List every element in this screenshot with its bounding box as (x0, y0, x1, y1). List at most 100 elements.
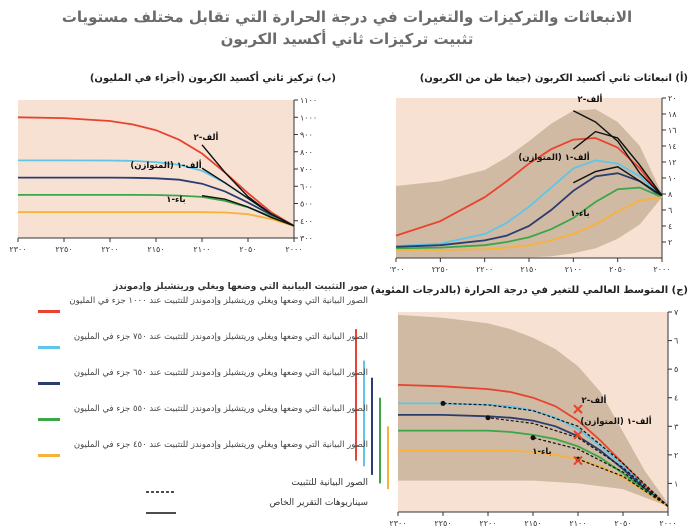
sres-line (572, 130, 663, 197)
legend-swatch-orange (38, 454, 60, 457)
x-tick-label: ٢١٠٠ (193, 245, 210, 254)
sres-cross-marker (573, 430, 583, 440)
series-line-lightblue (398, 402, 669, 507)
x-tick-label: ٢١٥٠ (520, 265, 537, 274)
series-line-green (395, 186, 663, 250)
x-tick-label: ٢٠٠٠ (653, 265, 670, 274)
cross-label: ألف-١ (المتوازن) (580, 415, 651, 427)
y-tick-label: ١٢ (668, 158, 677, 167)
x-tick-label: ٢٢٠٠ (101, 245, 118, 254)
panel-c-chart: ٢٠٠٠ ٢٠٥٠ ٢١٠٠ ٢١٥٠ ٢٢٠٠ ٢٢٥٠ ٢٣٠٠ ١ ٢ ٣ ٤ ٥ ٦ ٧ ألف-٢… (355, 308, 679, 526)
x-tick-label: ٢٠٥٠ (614, 519, 631, 526)
y-tick-label: ٥ (674, 365, 678, 374)
stabilisation-dot (440, 400, 446, 406)
legend-swatch-green (38, 418, 60, 421)
x-tick-label: ٢٢٥٠ (432, 265, 449, 274)
stabilisation-dot (485, 415, 491, 421)
y-tick-label: ٢٠ (668, 94, 677, 103)
y-tick-label: ٧ (674, 308, 679, 317)
legend-text-650: الصور البيانية التي وضعها ويغلي وريتشيلز… (73, 368, 368, 378)
legend-text-750: الصور البيانية التي وضعها ويغلي وريتشيلز… (73, 332, 368, 342)
uncertainty-band (396, 109, 662, 258)
annotation-label: باء-١ (166, 195, 185, 205)
y-tick-label: ٢ (674, 451, 678, 460)
annotation-label: ألف-٢ (194, 131, 219, 143)
panel-b-title: (ب) تركيز ثاني أكسيد الكربون (أجزاء في ا… (89, 73, 336, 84)
legend-item-1000: الصور البيانية التي وضعها ويغلي وريتشيلز… (38, 296, 368, 330)
annotation-label: ألف-٢ (578, 93, 603, 105)
legend-solid-swatch (146, 512, 176, 514)
legend: صور التثبيت البيانية التي وضعها ويغلي ور… (6, 282, 368, 520)
y-tick-label: ٤٠٠ (300, 217, 313, 226)
legend-header: صور التثبيت البيانية التي وضعها ويغلي ور… (113, 282, 368, 292)
panel-a-chart: ٢٠٠٠ ٢٠٥٠ ٢١٠٠ ٢١٥٠ ٢٢٠٠ ٢٢٥٠ ٢٣٠٠ ٢ ٤ ٦ ٨ ١٠ ١٢ ١٤ ١٦… (390, 93, 677, 274)
main-title-line2: تثبيت تركيزات ثاني أكسيد الكربون (220, 30, 474, 48)
sres-cross-marker (573, 404, 583, 414)
series-line-navy (398, 414, 669, 508)
legend-item-750: الصور البيانية التي وضعها ويغلي وريتشيلز… (38, 332, 368, 366)
series-line-lightblue (395, 159, 663, 247)
sres-line (201, 167, 295, 227)
y-tick-label: ١٠٠٠ (300, 113, 317, 122)
main-title-line1: الانبعاثات والتركيزات والتغيرات في درجة … (61, 8, 633, 26)
y-tick-label: ٦ (674, 337, 678, 346)
y-tick-label: ٨٠٠ (300, 148, 313, 157)
sres-line (201, 195, 295, 227)
legend-text-1000: الصور البيانية التي وضعها ويغلي وريتشيلز… (69, 296, 368, 306)
x-tick-label: ٢٢٥٠ (55, 245, 72, 254)
stabilisation-dashed-line (442, 402, 669, 507)
legend-swatch-red (38, 310, 60, 313)
legend-text-450: الصور البيانية التي وضعها ويغلي وريتشيلز… (73, 440, 368, 450)
stabilisation-dashed-line (577, 458, 669, 507)
x-tick-label: ٢٠٥٠ (609, 265, 626, 274)
x-tick-label: ٢٢٠٠ (476, 265, 493, 274)
y-tick-label: ٤ (674, 394, 678, 403)
x-tick-label: ٢١٥٠ (524, 519, 541, 526)
series-line-navy (395, 172, 663, 248)
y-tick-label: ١١٠٠ (300, 96, 317, 105)
series-line-red (17, 116, 295, 227)
legend-swatch-lightblue (38, 346, 60, 349)
cross-label: باء-١ (532, 447, 551, 457)
series-line-red (395, 137, 663, 237)
y-tick-label: ٣٠٠ (300, 234, 313, 243)
y-tick-label: ٨ (668, 190, 673, 199)
x-tick-label: ٢٣٠٠ (389, 519, 406, 526)
series-line-orange (396, 196, 663, 251)
x-tick-label: ٢١٥٠ (147, 245, 164, 254)
sres-line (572, 166, 663, 197)
series-line-orange (18, 211, 295, 227)
x-tick-label: ٢١٠٠ (569, 519, 586, 526)
legend-dashed-swatch (146, 491, 176, 493)
stabilisation-dot (530, 435, 536, 441)
series-line-green (398, 429, 669, 508)
y-tick-label: ٢ (668, 238, 672, 247)
y-tick-label: ١ (674, 479, 678, 488)
x-tick-label: ٢٠٥٠ (239, 245, 256, 254)
y-tick-label: ٤ (668, 222, 672, 231)
sres-cross-marker (573, 455, 583, 466)
panel-b-chart: ٢٠٠٠ ٢٠٥٠ ٢١٠٠ ٢١٥٠ ٢٢٠٠ ٢٢٥٠ ٢٣٠٠ ٣٠٠ ٤٠٠ ٥٠٠ ٦٠٠… (9, 96, 317, 254)
stabilisation-dashed-line (487, 417, 669, 507)
legend-sres-note: سيناريوهات التقرير الخاص (269, 498, 368, 508)
annotation-label: باء-١ (570, 209, 589, 219)
legend-swatch-navy (38, 382, 60, 385)
y-tick-label: ٦٠٠ (300, 182, 313, 191)
annotation-label: ألف-١ (المتوازن) (518, 151, 589, 163)
y-tick-label: ٩٠٠ (300, 131, 313, 140)
legend-item-550: الصور البيانية التي وضعها ويغلي وريتشيلز… (38, 404, 368, 438)
x-tick-label: ٢٠٠٠ (285, 245, 302, 254)
legend-item-650: الصور البيانية التي وضعها ويغلي وريتشيلز… (38, 368, 368, 402)
sres-line (572, 110, 663, 197)
legend-item-450: الصور البيانية التي وضعها ويغلي وريتشيلز… (38, 440, 368, 474)
y-tick-label: ٦ (668, 206, 672, 215)
y-tick-label: ١٨ (668, 110, 677, 119)
x-tick-label: ٢٣٠٠ (9, 245, 26, 254)
x-tick-label: ٢٢٥٠ (434, 519, 451, 526)
x-tick-label: ٢١٠٠ (565, 265, 582, 274)
stabilisation-dashed-line (532, 437, 669, 507)
cross-label: ألف-٢ (582, 394, 607, 406)
legend-stab-note: الصور البيانية للتثبيت (291, 478, 368, 488)
series-line-navy (18, 176, 295, 227)
y-tick-label: ٣ (674, 422, 679, 431)
